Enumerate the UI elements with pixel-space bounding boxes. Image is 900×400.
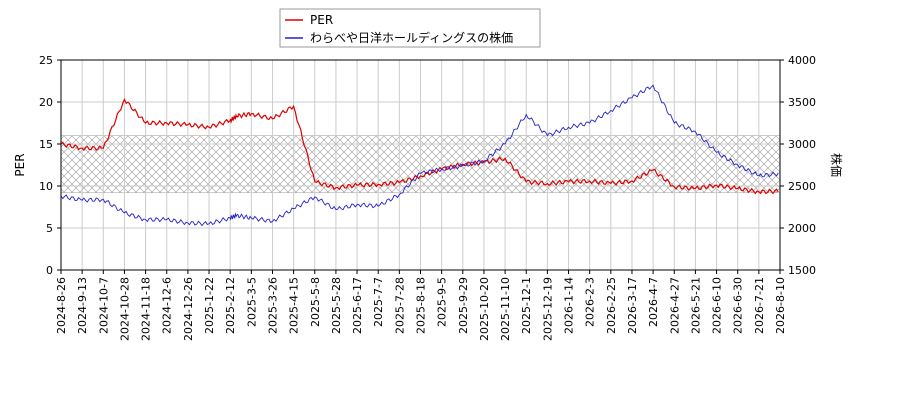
legend-label: わらべや日洋ホールディングスの株価 [310, 30, 513, 45]
x-axis: 2024-8-26 2024-9-13 2024-10-7 2024-10-28 202… [55, 270, 787, 341]
left-tick-label: 5 [46, 222, 53, 235]
y-axis-label-right: 株価 [829, 153, 844, 177]
legend-box [279, 8, 541, 48]
right-tick-label: 2000 [788, 222, 816, 235]
x-tick-label: 2025-8-18 [415, 277, 428, 334]
series-line-stock-price [60, 84, 779, 227]
x-tick-label: 2026-2-25 [605, 277, 618, 334]
x-tick-label: 2025-6-17 [351, 277, 364, 334]
x-tick-label: 2024-10-7 [97, 277, 110, 334]
x-tick-label: 2026-7-21 [753, 277, 766, 334]
y-axis-label-left: PER [13, 153, 27, 176]
x-tick-label: 2025-9-29 [457, 277, 470, 334]
x-tick-label: 2025-4-15 [288, 277, 301, 334]
x-tick-label: 2025-9-5 [436, 277, 449, 327]
x-tick-label: 2026-5-21 [689, 277, 702, 334]
x-tick-label: 2025-1-22 [203, 277, 216, 334]
x-tick-label: 2024-12-6 [161, 277, 174, 334]
left-tick-label: 0 [46, 264, 53, 277]
right-tick-label: 1500 [788, 264, 816, 277]
x-tick-label: 2025-5-28 [330, 277, 343, 334]
x-tick-label: 2024-11-18 [140, 277, 153, 341]
x-tick-label: 2026-2-3 [584, 277, 597, 327]
x-tick-label: 2025-7-7 [372, 277, 385, 327]
x-tick-label: 2025-3-26 [266, 277, 279, 334]
x-tick-label: 2026-4-27 [668, 277, 681, 334]
x-tick-label: 2026-4-7 [647, 277, 660, 327]
x-tick-label: 2026-6-30 [732, 277, 745, 334]
right-tick-label: 3000 [788, 138, 816, 151]
x-tick-label: 2025-11-10 [499, 277, 512, 341]
left-tick-label: 25 [39, 54, 53, 67]
x-tick-label: 2025-7-28 [393, 277, 406, 334]
series-layer [60, 84, 779, 227]
right-axis: 1500 2000 2500 3000 3500 4000 [780, 54, 816, 277]
x-tick-label: 2024-10-28 [118, 277, 131, 341]
legend: PER わらべや日洋ホールディングスの株価 [279, 8, 541, 48]
x-tick-label: 2024-8-26 [55, 277, 68, 334]
right-tick-label: 2500 [788, 180, 816, 193]
left-tick-label: 10 [39, 180, 53, 193]
x-tick-label: 2025-12-1 [520, 277, 533, 334]
x-tick-label: 2025-12-19 [541, 277, 554, 341]
x-tick-label: 2026-1-14 [563, 277, 576, 334]
x-tick-label: 2025-10-20 [478, 277, 491, 341]
x-tick-label: 2025-5-8 [309, 277, 322, 327]
x-tick-label: 2025-2-12 [224, 277, 237, 334]
x-tick-label: 2024-9-13 [76, 277, 89, 334]
right-tick-label: 3500 [788, 96, 816, 109]
series-line-per [60, 98, 779, 195]
right-tick-label: 4000 [788, 54, 816, 67]
x-tick-label: 2026-6-10 [711, 277, 724, 334]
x-tick-label: 2024-12-26 [182, 277, 195, 341]
x-tick-label: 2026-3-17 [626, 277, 639, 334]
legend-label: PER [310, 13, 333, 27]
left-tick-label: 15 [39, 138, 53, 151]
x-tick-label: 2026-8-10 [774, 277, 787, 334]
left-tick-label: 20 [39, 96, 53, 109]
x-tick-label: 2025-3-5 [245, 277, 258, 327]
left-axis: 0 5 10 15 20 25 [39, 54, 61, 277]
